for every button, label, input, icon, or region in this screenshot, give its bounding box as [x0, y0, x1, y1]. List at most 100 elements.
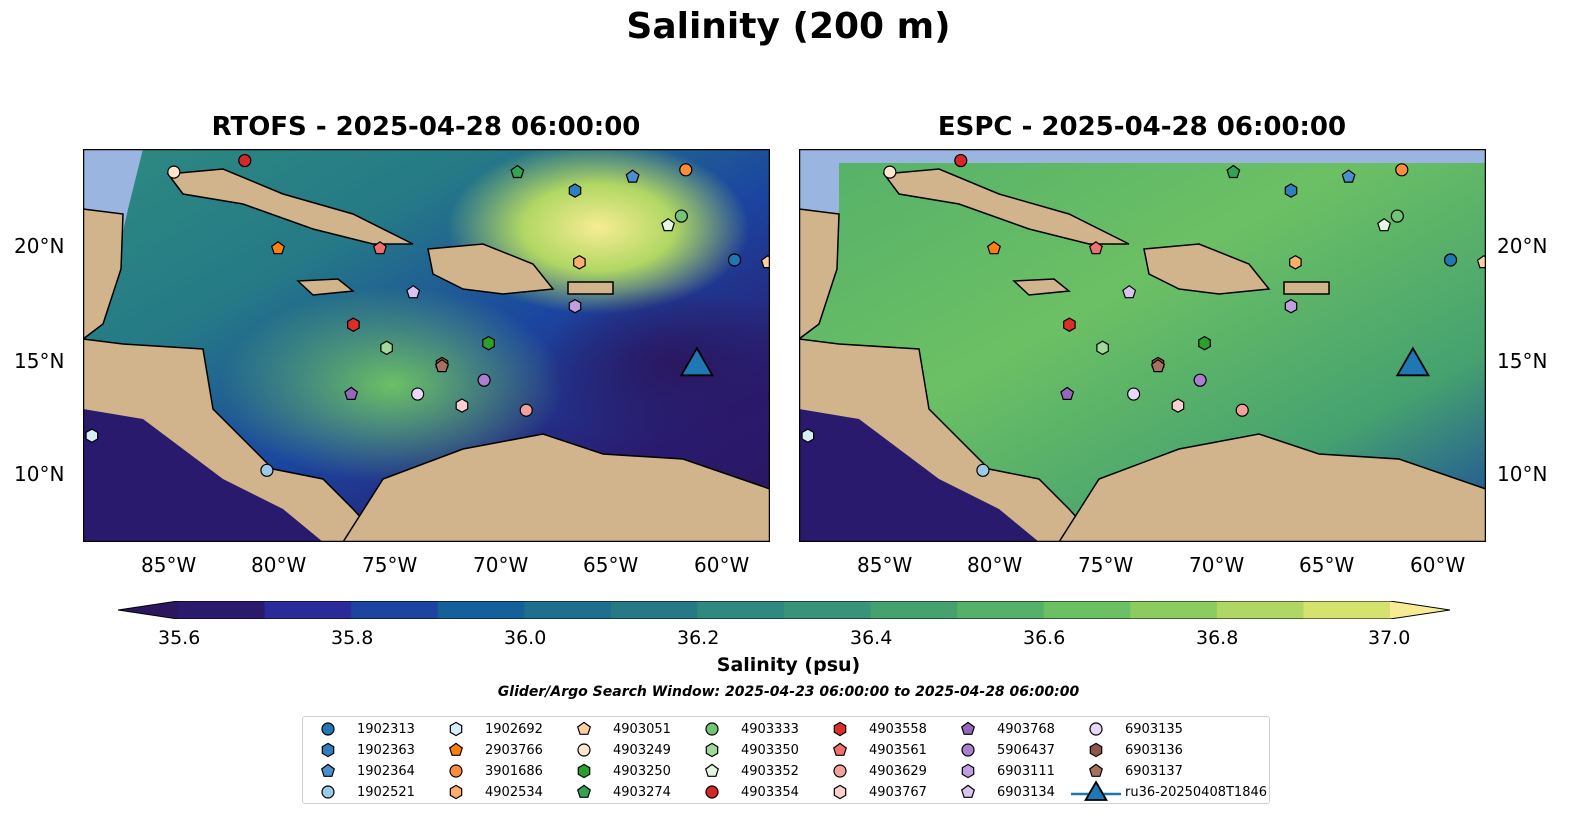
- colorbar-bin: [1043, 601, 1131, 619]
- float-marker-6903137: [1150, 358, 1166, 373]
- lon-label-80w: 80°W: [251, 553, 307, 577]
- lat-label-10n: 10°N: [14, 462, 65, 486]
- legend-label: 1902521: [357, 784, 415, 800]
- legend-symbol: [705, 785, 719, 799]
- colorbar-bin: [437, 601, 525, 619]
- legend-label: 4903333: [741, 721, 799, 737]
- legend-entry: 4903768: [957, 719, 1055, 739]
- float-marker-6903111: [1284, 298, 1298, 314]
- cuba-land: [166, 168, 414, 245]
- legend-label: 6903134: [997, 784, 1055, 800]
- pacific-ocean: [799, 409, 1039, 542]
- legend-entry: 4903051: [573, 719, 671, 739]
- espc-salinity-map[interactable]: [799, 149, 1486, 542]
- cuba-land: [882, 168, 1130, 245]
- map-frame: [799, 149, 1486, 542]
- lat-label-10n: 10°N: [1497, 462, 1548, 486]
- legend-entry: 4903350: [701, 740, 799, 760]
- colorbar-bin: [351, 601, 439, 619]
- float-marker-4903561: [372, 241, 387, 255]
- espc-panel-title: ESPC - 2025-04-28 06:00:00: [937, 112, 1347, 142]
- hexagon-marker-icon: [321, 742, 335, 758]
- float-marker-1902364: [625, 169, 640, 183]
- map-frame: [83, 149, 770, 542]
- float-marker-3901686: [1395, 163, 1409, 177]
- lon-label-85w: 85°W: [141, 553, 197, 577]
- lat-label-15n: 15°N: [1497, 349, 1548, 373]
- lat-label-20n: 20°N: [14, 234, 65, 258]
- float-marker-1902692: [85, 428, 99, 443]
- pentagon-marker-icon: [576, 721, 592, 735]
- puerto-rico-land: [1283, 281, 1330, 295]
- hispaniola-land: [1143, 243, 1271, 295]
- colorbar-bin: [524, 601, 612, 619]
- float-marker-6903137: [434, 358, 450, 373]
- pentagon-marker-icon: [832, 742, 848, 756]
- lon-label-60w: 60°W: [694, 553, 750, 577]
- colorbar-title: Salinity (psu): [716, 654, 861, 676]
- circle-marker-icon: [705, 785, 719, 799]
- legend-entry: 4903629: [829, 761, 927, 781]
- float-markers: [85, 153, 770, 477]
- legend-entry: 6903135: [1085, 719, 1183, 739]
- pentagon-marker-icon: [704, 763, 720, 777]
- rtofs-salinity-map[interactable]: [83, 149, 770, 542]
- float-marker-4903558: [1063, 317, 1076, 332]
- colorbar-bin: [1303, 601, 1391, 619]
- float-marker-4903352: [661, 217, 676, 232]
- hexagon-marker-icon: [449, 721, 463, 737]
- legend-entry: 1902521: [317, 782, 415, 802]
- lon-label-65w: 65°W: [1299, 553, 1355, 577]
- pentagon-marker-icon: [960, 721, 976, 735]
- hexagon-marker-icon: [961, 763, 975, 779]
- legend-triangle: [1084, 780, 1108, 801]
- legend-symbol: [448, 742, 464, 756]
- legend-entry: 1902692: [445, 719, 543, 739]
- rtofs-panel-title: RTOFS - 2025-04-28 06:00:00: [211, 112, 641, 142]
- float-marker-1902363: [1284, 183, 1298, 198]
- legend-label: 5906437: [997, 742, 1055, 758]
- legend-entry: 6903134: [957, 782, 1055, 802]
- legend-label: 4903350: [741, 742, 799, 758]
- float-marker-2903766: [270, 241, 286, 255]
- figure-title: Salinity (200 m): [626, 6, 951, 47]
- legend-label: 4903768: [997, 721, 1055, 737]
- circle-marker-icon: [577, 743, 591, 757]
- float-marker-4903333: [674, 209, 688, 223]
- legend-symbol: [960, 784, 976, 798]
- legend-symbol: [961, 743, 975, 757]
- land-layer: [799, 149, 1486, 542]
- float-marker-4903767: [455, 398, 469, 413]
- legend-entry: 4903767: [829, 782, 927, 802]
- circle-marker-icon: [321, 722, 335, 736]
- float-markers: [801, 153, 1486, 477]
- legend-label: 4903558: [869, 721, 927, 737]
- legend-entry: 4903333: [701, 719, 799, 739]
- float-marker-4902534: [1289, 255, 1302, 270]
- colorbar-bin: [1130, 601, 1218, 619]
- mexico-land: [799, 208, 840, 340]
- float-marker-ru36-20250408T1846: [679, 346, 715, 377]
- float-marker-4903250: [482, 335, 495, 351]
- colorbar-bin: [697, 601, 785, 619]
- float-marker-4903333: [1390, 209, 1404, 223]
- legend-entry: 3901686: [445, 761, 543, 781]
- float-marker-5906437: [477, 373, 491, 387]
- colorbar-bin: [178, 601, 266, 619]
- legend-label: 6903135: [1125, 721, 1183, 737]
- hexagon-marker-icon: [705, 742, 719, 758]
- float-marker-1902521: [976, 463, 990, 477]
- legend-entry: 4902534: [445, 782, 543, 802]
- legend-entry: 4903354: [701, 782, 799, 802]
- float-marker-4902534: [573, 255, 586, 270]
- legend-label: 6903136: [1125, 742, 1183, 758]
- hexagon-marker-icon: [833, 721, 847, 737]
- south-america-land: [1058, 433, 1486, 542]
- float-marker-4903354: [238, 153, 252, 168]
- float-marker-5906437: [1193, 373, 1207, 387]
- lat-label-20n: 20°N: [1497, 234, 1548, 258]
- legend-entry: 4903558: [829, 719, 927, 739]
- float-marker-1902363: [568, 183, 582, 198]
- legend-label: 6903111: [997, 763, 1055, 779]
- lon-label-80w: 80°W: [967, 553, 1023, 577]
